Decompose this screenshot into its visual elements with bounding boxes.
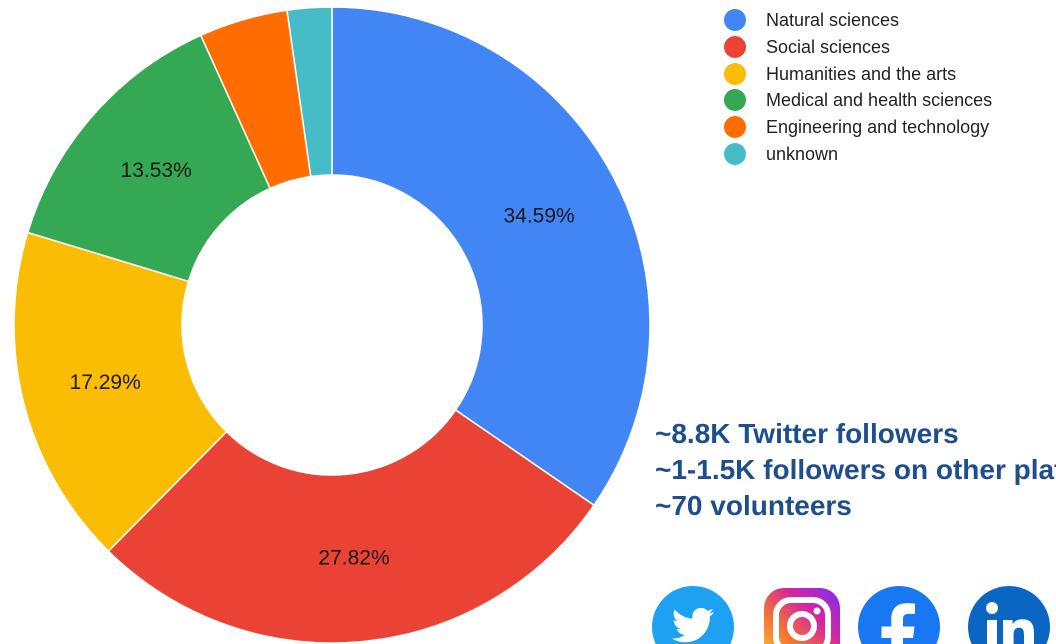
legend-swatch-4 bbox=[724, 89, 746, 112]
social-icons-row bbox=[652, 586, 1056, 644]
donut-data-label-1: 34.59% bbox=[503, 205, 574, 228]
legend-label-2: Social sciences bbox=[766, 36, 891, 57]
legend-swatch-5 bbox=[724, 116, 746, 139]
stats-block: ~8.8K Twitter followers ~1-1.5K follower… bbox=[655, 416, 1056, 524]
legend-label-6: unknown bbox=[766, 143, 839, 164]
legend-item-2: Social sciences bbox=[722, 35, 992, 62]
donut-slices bbox=[13, 6, 651, 644]
legend-label-4: Medical and health sciences bbox=[766, 90, 993, 111]
linkedin-icon[interactable] bbox=[968, 586, 1050, 644]
legend-swatch-2 bbox=[724, 35, 746, 58]
legend-label-3: Humanities and the arts bbox=[766, 63, 957, 84]
legend-swatch-3 bbox=[724, 62, 746, 85]
legend-label-1: Natural sciences bbox=[766, 10, 900, 30]
volunteers-stat: ~70 volunteers bbox=[655, 490, 852, 521]
donut-data-label-4: 13.53% bbox=[121, 159, 192, 182]
instagram-icon[interactable] bbox=[762, 586, 842, 644]
legend-item-6: unknown bbox=[722, 142, 992, 169]
donut-chart: 34.59% 27.82% 17.29% 13.53% bbox=[13, 6, 651, 644]
legend-swatch-6 bbox=[724, 142, 746, 165]
donut-slice-4 bbox=[26, 34, 272, 283]
donut-slice-2 bbox=[107, 408, 596, 644]
legend-swatch-1 bbox=[724, 9, 746, 31]
legend-item-3: Humanities and the arts bbox=[722, 62, 992, 89]
other-platform-followers-stat: ~1-1.5K followers on other platforms bbox=[655, 454, 1056, 485]
donut-slice-6 bbox=[286, 6, 333, 178]
twitter-icon[interactable] bbox=[652, 586, 734, 644]
donut-slice-3 bbox=[13, 231, 228, 553]
donut-data-labels: 34.59% 27.82% 17.29% 13.53% bbox=[70, 159, 575, 569]
donut-data-label-2: 27.82% bbox=[318, 546, 389, 569]
twitter-followers-stat: ~8.8K Twitter followers bbox=[655, 418, 959, 449]
legend-item-4: Medical and health sciences bbox=[722, 88, 992, 115]
facebook-icon[interactable] bbox=[858, 586, 940, 644]
legend-item-1: Natural sciences bbox=[722, 8, 992, 35]
legend-label-5: Engineering and technology bbox=[766, 117, 990, 138]
donut-slice-1 bbox=[331, 6, 651, 507]
chart-legend: Natural sciences Social sciences Humanitie… bbox=[722, 8, 992, 169]
donut-data-label-3: 17.29% bbox=[70, 371, 141, 394]
legend-item-5: Engineering and technology bbox=[722, 115, 992, 142]
